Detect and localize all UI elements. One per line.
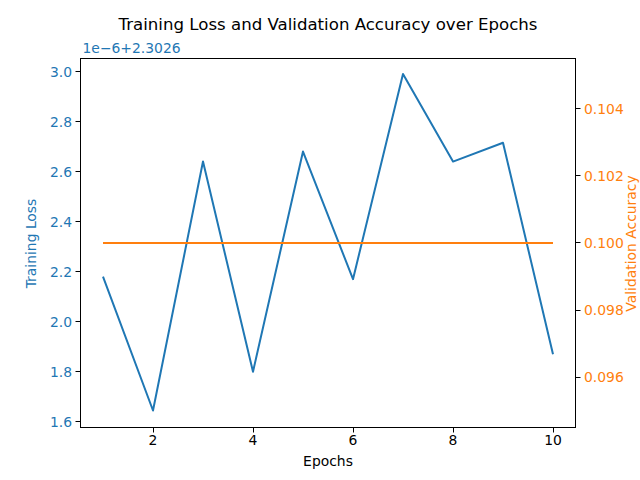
y-left-tick-label: 3.0	[50, 64, 72, 80]
y-left-tick-label: 2.2	[50, 264, 72, 280]
chart-title: Training Loss and Validation Accuracy ov…	[118, 15, 538, 34]
y-left-tick-label: 2.8	[50, 114, 72, 130]
y-left-tick-label: 2.4	[50, 214, 72, 230]
x-tick-label: 10	[544, 432, 562, 448]
x-tick-label: 6	[349, 432, 358, 448]
line-chart: Training Loss and Validation Accuracy ov…	[0, 0, 640, 480]
x-tick-label: 2	[149, 432, 158, 448]
y-right-tick-label: 0.100	[584, 235, 624, 251]
y-right-tick-label: 0.098	[584, 302, 624, 318]
y-left-offset-label: 1e−6+2.3026	[83, 40, 181, 56]
y-left-tick-label: 1.8	[50, 364, 72, 380]
y-right-tick-label: 0.104	[584, 101, 624, 117]
y-right-axis-label: Validation Accuracy	[623, 175, 639, 311]
chart-figure: Training Loss and Validation Accuracy ov…	[0, 0, 640, 480]
y-right-tick-label: 0.096	[584, 369, 624, 385]
y-left-tick-label: 2.0	[50, 314, 72, 330]
x-tick-label: 8	[449, 432, 458, 448]
x-axis-label: Epochs	[303, 453, 353, 469]
x-tick-label: 4	[249, 432, 258, 448]
y-left-axis-label: Training Loss	[23, 199, 39, 290]
y-left-tick-label: 1.6	[50, 414, 72, 430]
y-right-tick-label: 0.102	[584, 168, 624, 184]
y-left-tick-label: 2.6	[50, 164, 72, 180]
